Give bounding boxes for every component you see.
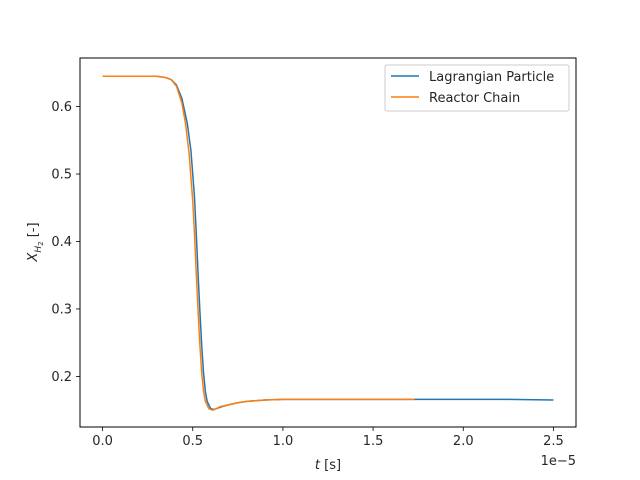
x-axis-offset-text: 1e−5 bbox=[541, 454, 576, 469]
y-tick-label: 0.5 bbox=[51, 168, 72, 183]
y-tick-label: 0.6 bbox=[51, 100, 72, 115]
y-axis-label-subsub: 2 bbox=[37, 241, 45, 245]
y-axis-label: XH2 [-] bbox=[26, 222, 45, 262]
x-axis: 0.0 0.5 1.0 1.5 2.0 2.5 bbox=[92, 427, 564, 449]
x-tick-label: 0.0 bbox=[92, 434, 113, 449]
y-axis-label-text: XH2 [-] bbox=[26, 222, 45, 262]
x-tick-label: 1.5 bbox=[363, 434, 384, 449]
x-axis-label: t [s] bbox=[315, 458, 341, 473]
x-axis-label-var: t bbox=[315, 458, 321, 473]
y-tick-label: 0.4 bbox=[51, 235, 72, 250]
y-tick-label: 0.2 bbox=[51, 370, 72, 385]
series-layer bbox=[102, 75, 554, 411]
x-tick-label: 1.0 bbox=[273, 434, 294, 449]
plot-area-frame bbox=[79, 57, 577, 428]
x-tick-label: 2.5 bbox=[543, 434, 564, 449]
y-axis-label-var: X bbox=[26, 252, 41, 263]
x-tick-label: 2.0 bbox=[453, 434, 474, 449]
y-axis: 0.2 0.3 0.4 0.5 0.6 bbox=[51, 100, 80, 385]
series-line-reactor-chain bbox=[102, 75, 415, 411]
legend-label-reactor: Reactor Chain bbox=[429, 91, 520, 106]
x-axis-label-unit: [s] bbox=[324, 458, 341, 473]
y-axis-label-unit: [-] bbox=[26, 222, 41, 237]
y-axis-label-sub: H bbox=[34, 246, 44, 253]
legend-box bbox=[384, 64, 570, 112]
legend-label-lagrangian: Lagrangian Particle bbox=[429, 70, 554, 85]
y-tick-label: 0.3 bbox=[51, 302, 72, 317]
legend: Lagrangian Particle Reactor Chain bbox=[384, 64, 570, 112]
x-tick-label: 0.5 bbox=[182, 434, 203, 449]
